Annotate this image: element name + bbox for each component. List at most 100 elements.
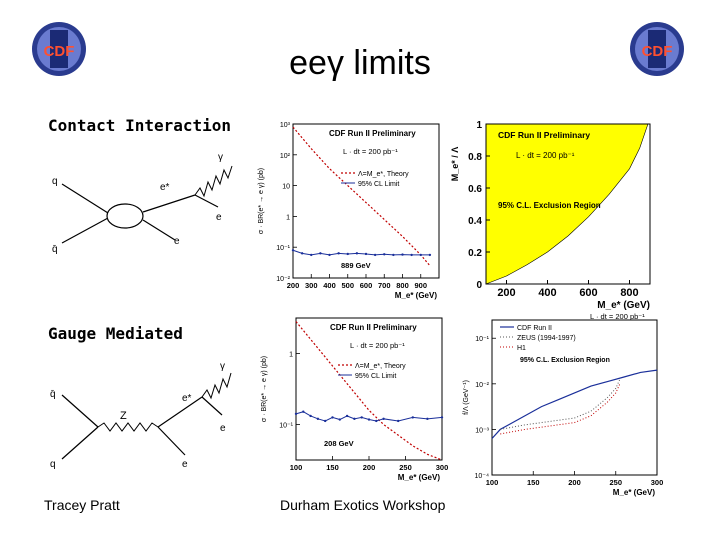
label-qbar: q̄ (50, 389, 56, 400)
data-point (428, 253, 432, 257)
chart-gm-cross-section: 100 150 200 250 300 10⁻¹ 1 M_e* (GeV) σ · BR(e* … (258, 312, 448, 482)
antiquark-line-in (61, 217, 109, 244)
label-gamma: γ (218, 152, 223, 163)
plot-frame (295, 317, 443, 461)
label-e2: e (182, 459, 188, 470)
plot-border (485, 123, 651, 285)
contact-vertex (106, 203, 144, 229)
label-e2: e (174, 236, 180, 247)
data-point (328, 253, 331, 257)
y-tick-label: 10⁻² (475, 382, 489, 389)
y-axis-label: f/Λ (GeV⁻¹) (463, 380, 470, 415)
chart-title: CDF Run II Preliminary (330, 323, 417, 332)
x-tick-label: 250 (609, 478, 622, 487)
label-qbar: q̄ (52, 244, 58, 255)
x-tick-label: 200 (497, 287, 515, 299)
cdf-logo-left: CDF (32, 22, 86, 76)
x-tick-label: 100 (290, 463, 303, 472)
x-tick-label: 800 (620, 287, 638, 299)
x-tick-label: 200 (363, 463, 376, 472)
lumi-label: L · dt = 200 pb⁻¹ (350, 341, 405, 350)
legend-label: H1 (517, 345, 526, 352)
y-tick-label: 1 (289, 352, 293, 359)
section-contact-interaction: Contact Interaction (48, 116, 232, 135)
y-tick-label: 10² (280, 153, 291, 160)
slide-title: eeγ limits (289, 44, 431, 82)
feynman-diagram-gauge: γ q̄ e* Z e e q (50, 361, 232, 470)
data-point (383, 253, 386, 256)
label-e-star: e* (182, 393, 192, 404)
electron-line-final (194, 194, 219, 208)
chart-title: CDF Run II Preliminary (329, 129, 416, 138)
label-e-star: e* (160, 182, 170, 193)
y-tick-label: 10⁻¹ (276, 245, 290, 252)
x-tick-label: 400 (538, 287, 556, 299)
x-tick-label: 800 (396, 281, 409, 290)
x-axis-label: M_e* (GeV) (613, 488, 656, 497)
x-tick-label: 300 (305, 281, 318, 290)
quark-line-in (61, 183, 109, 214)
label-q: q (52, 176, 58, 187)
data-point (373, 253, 377, 257)
cdf-logo-right: CDF (630, 22, 684, 76)
x-tick-label: 300 (436, 463, 448, 472)
x-tick-label: 600 (579, 287, 597, 299)
data-point (337, 252, 340, 255)
z-boson-line (97, 422, 159, 432)
x-tick-label: 200 (568, 478, 581, 487)
series-line-1 (491, 369, 658, 439)
region-label: 95% C.L. Exclusion Region (498, 201, 601, 210)
data-point (346, 252, 349, 256)
data-point (324, 419, 327, 423)
data-point (360, 416, 363, 419)
legend-label: ZEUS (1994-1997) (517, 335, 576, 342)
excited-electron-line (157, 396, 203, 428)
data-point (345, 414, 349, 418)
region-label: 95% C.L. Exclusion Region (520, 357, 610, 364)
y-tick-label: 10³ (280, 122, 291, 129)
data-point (319, 252, 322, 255)
data-point (353, 417, 356, 421)
data-point (302, 410, 305, 413)
series-line-1 (292, 126, 431, 267)
electron-line-out (157, 426, 186, 456)
data-point (397, 419, 400, 423)
legend-label: 95% CL Limit (358, 181, 399, 188)
label-q: q (50, 459, 56, 470)
y-tick-label: 0.2 (468, 248, 482, 259)
y-tick-label: 1 (476, 120, 482, 131)
y-tick-label: 10⁻² (276, 276, 290, 283)
footer-author: Tracey Pratt (44, 497, 120, 513)
section-gauge-mediated: Gauge Mediated (48, 324, 183, 343)
photon-line (194, 165, 233, 198)
data-point (419, 253, 422, 257)
data-point (310, 253, 313, 257)
data-point (294, 412, 298, 416)
annotation: 208 GeV (324, 439, 354, 448)
data-point (300, 252, 304, 255)
electron-line-final (201, 396, 223, 416)
label-z: Z (120, 410, 127, 422)
x-tick-label: 100 (486, 478, 499, 487)
feynman-diagram-contact: γ q e* e e q̄ (52, 152, 233, 255)
data-point (316, 417, 320, 421)
series-line-3 (500, 383, 621, 435)
y-tick-label: 10⁻³ (475, 427, 489, 434)
data-point (331, 416, 334, 419)
data-point (440, 416, 444, 419)
data-point (410, 253, 413, 257)
data-point (411, 416, 414, 419)
data-point (309, 414, 312, 418)
data-point (401, 253, 404, 256)
chart-ci-exclusion: 200 400 600 800 0 0.2 0.4 0.6 0.8 1 M_e* (GeV) M_e*… (448, 114, 658, 310)
y-tick-label: 1 (286, 214, 290, 221)
data-point (392, 253, 395, 257)
label-e1: e (216, 212, 222, 223)
electron-line-out (142, 219, 176, 241)
data-point (338, 418, 341, 421)
footer-event: Durham Exotics Workshop (280, 497, 446, 513)
x-tick-label: 150 (527, 478, 540, 487)
data-point (355, 252, 359, 255)
excited-electron-line (142, 194, 196, 213)
y-axis-label: σ · BR(e* → e γ) (pb) (258, 168, 265, 234)
